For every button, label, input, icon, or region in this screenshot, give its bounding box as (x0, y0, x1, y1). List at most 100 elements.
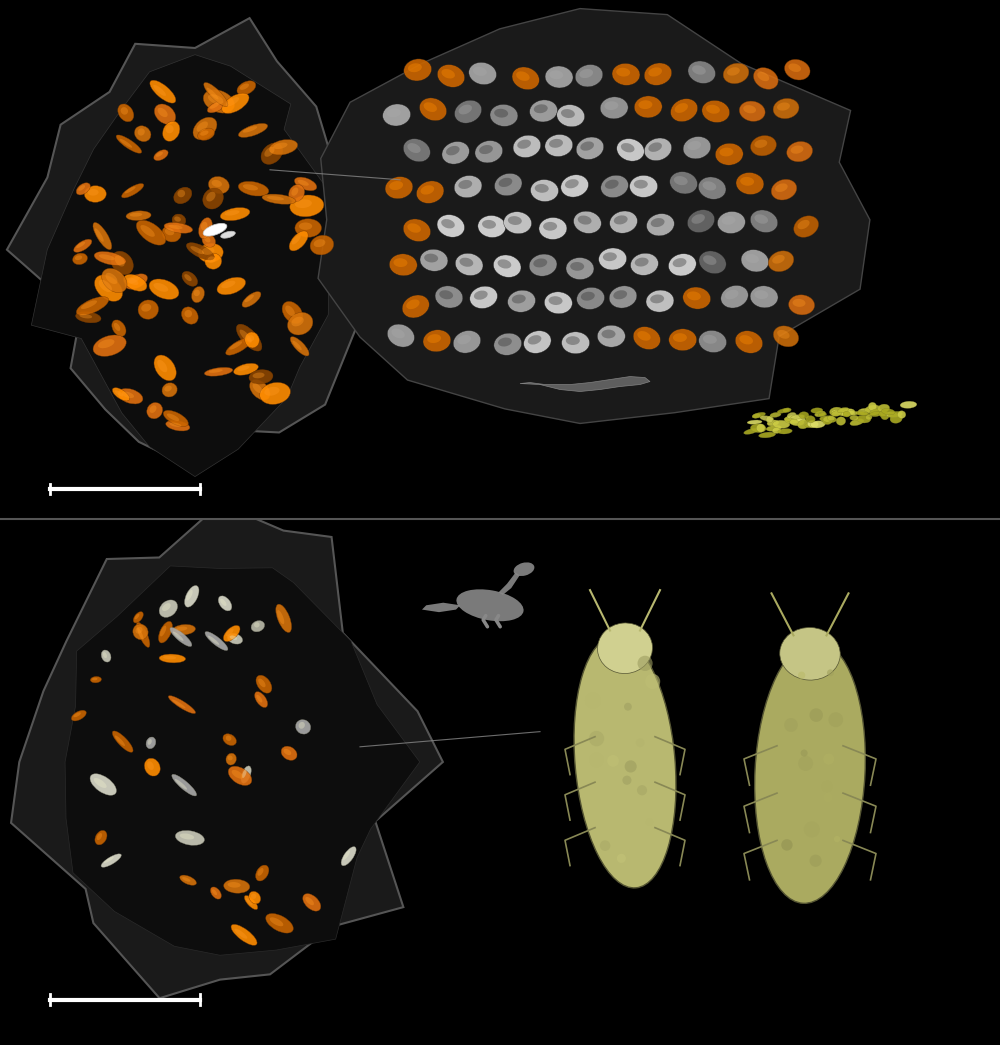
Ellipse shape (766, 425, 782, 432)
Ellipse shape (234, 364, 258, 375)
Ellipse shape (691, 214, 705, 224)
Ellipse shape (122, 392, 134, 398)
Ellipse shape (122, 184, 144, 198)
Ellipse shape (473, 67, 487, 76)
Ellipse shape (251, 621, 265, 632)
Ellipse shape (170, 628, 192, 647)
Ellipse shape (295, 200, 312, 208)
Ellipse shape (670, 171, 697, 194)
Ellipse shape (539, 217, 567, 239)
Ellipse shape (602, 329, 616, 339)
Ellipse shape (192, 286, 204, 303)
Ellipse shape (76, 241, 85, 248)
Ellipse shape (474, 291, 488, 300)
Ellipse shape (262, 194, 296, 204)
Ellipse shape (269, 140, 298, 155)
Ellipse shape (101, 650, 111, 663)
Ellipse shape (499, 178, 512, 187)
Polygon shape (422, 603, 460, 612)
Ellipse shape (811, 408, 823, 413)
Ellipse shape (299, 722, 305, 728)
Ellipse shape (806, 416, 815, 422)
Ellipse shape (403, 139, 430, 162)
Ellipse shape (775, 183, 788, 192)
Ellipse shape (238, 182, 269, 196)
Ellipse shape (494, 109, 508, 118)
Ellipse shape (210, 887, 221, 899)
Ellipse shape (174, 216, 181, 222)
Ellipse shape (76, 311, 101, 323)
Ellipse shape (163, 411, 188, 426)
Ellipse shape (829, 408, 843, 416)
Ellipse shape (494, 173, 522, 195)
Ellipse shape (754, 140, 767, 147)
Ellipse shape (115, 390, 123, 396)
Polygon shape (318, 8, 870, 423)
Ellipse shape (703, 255, 716, 265)
Ellipse shape (293, 341, 302, 350)
Ellipse shape (180, 834, 194, 839)
Ellipse shape (805, 423, 815, 427)
Ellipse shape (881, 409, 895, 415)
Ellipse shape (406, 299, 420, 309)
Ellipse shape (673, 258, 686, 268)
Ellipse shape (314, 239, 325, 248)
Ellipse shape (508, 216, 522, 225)
Circle shape (798, 756, 813, 771)
Ellipse shape (597, 325, 625, 347)
Ellipse shape (407, 143, 421, 153)
Ellipse shape (94, 252, 126, 265)
Ellipse shape (128, 277, 139, 283)
Ellipse shape (341, 846, 356, 865)
Ellipse shape (531, 180, 559, 202)
Ellipse shape (153, 283, 168, 292)
Ellipse shape (204, 83, 228, 107)
Ellipse shape (223, 625, 240, 642)
Ellipse shape (644, 138, 672, 161)
Ellipse shape (226, 628, 234, 636)
Circle shape (646, 818, 653, 826)
Ellipse shape (612, 64, 640, 86)
Ellipse shape (246, 899, 252, 905)
Ellipse shape (255, 692, 268, 707)
Ellipse shape (156, 152, 163, 157)
Ellipse shape (158, 622, 172, 643)
Ellipse shape (878, 404, 890, 413)
Ellipse shape (744, 428, 758, 435)
Ellipse shape (253, 384, 262, 393)
Circle shape (625, 761, 637, 772)
Ellipse shape (162, 603, 171, 611)
Ellipse shape (206, 191, 216, 202)
Ellipse shape (228, 766, 252, 786)
Ellipse shape (169, 422, 181, 427)
Ellipse shape (702, 100, 730, 122)
Ellipse shape (389, 181, 403, 190)
Ellipse shape (73, 253, 87, 264)
Ellipse shape (387, 109, 401, 117)
Ellipse shape (790, 419, 804, 425)
Ellipse shape (621, 143, 635, 153)
Ellipse shape (114, 323, 120, 331)
Ellipse shape (870, 411, 882, 416)
Ellipse shape (97, 833, 102, 840)
Ellipse shape (111, 251, 133, 275)
Ellipse shape (638, 100, 652, 109)
Ellipse shape (490, 104, 518, 126)
Ellipse shape (788, 64, 801, 72)
Ellipse shape (646, 291, 674, 312)
Ellipse shape (750, 424, 766, 433)
Ellipse shape (385, 177, 413, 199)
Ellipse shape (277, 610, 284, 624)
Ellipse shape (115, 255, 125, 266)
Ellipse shape (837, 409, 854, 416)
Ellipse shape (831, 410, 840, 415)
Ellipse shape (157, 359, 167, 372)
Ellipse shape (634, 180, 648, 188)
Ellipse shape (136, 220, 166, 246)
Ellipse shape (198, 243, 223, 262)
Ellipse shape (796, 417, 805, 422)
Ellipse shape (234, 929, 247, 938)
Ellipse shape (648, 142, 662, 152)
Ellipse shape (240, 329, 252, 343)
Ellipse shape (799, 412, 809, 419)
